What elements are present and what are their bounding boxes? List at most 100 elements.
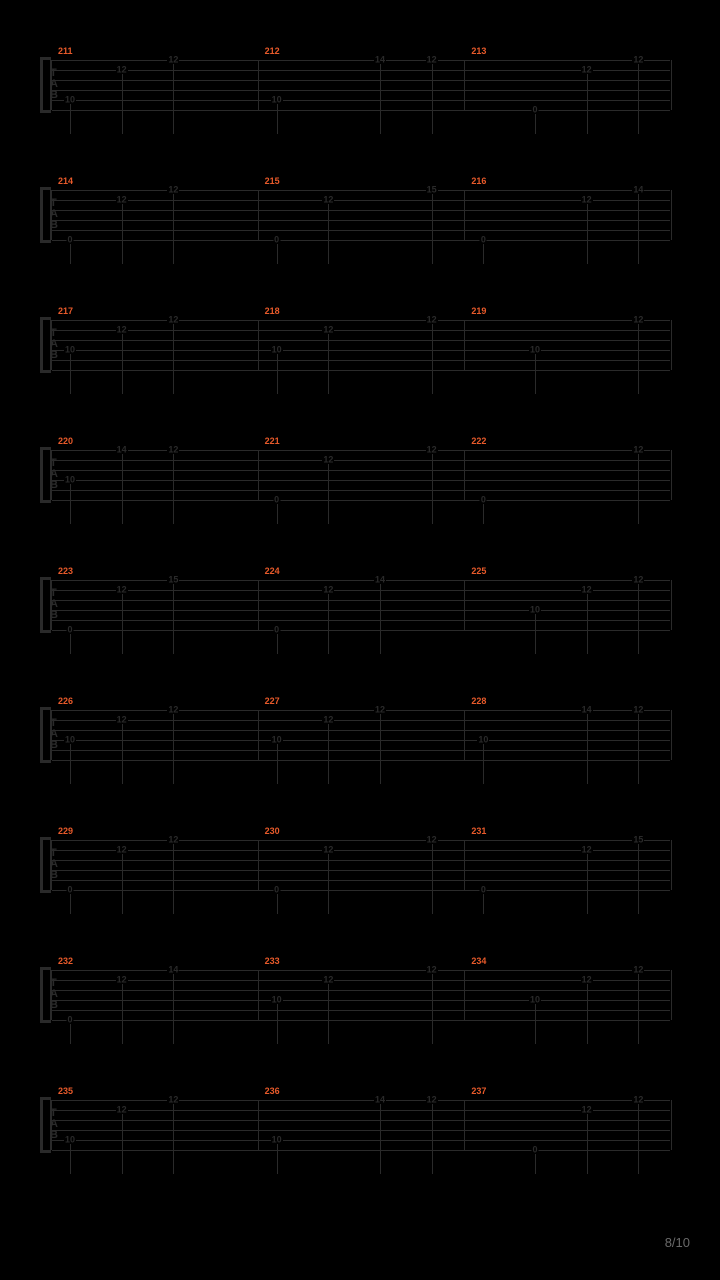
- note-stem: [277, 744, 278, 784]
- note-stem: [173, 714, 174, 784]
- note-stem: [122, 854, 123, 914]
- tab-staff: TAB214012122150121521601214: [50, 190, 670, 240]
- note-stem: [173, 194, 174, 264]
- note-stem: [277, 894, 278, 914]
- note-stem: [122, 204, 123, 264]
- measure-number: 215: [265, 176, 280, 186]
- note-stem: [328, 984, 329, 1044]
- measure-number: 233: [265, 956, 280, 966]
- note-stem: [277, 1144, 278, 1174]
- measure-number: 226: [58, 696, 73, 706]
- note-stem: [432, 1104, 433, 1174]
- note-stem: [70, 104, 71, 134]
- note-stem: [587, 204, 588, 264]
- measure-number: 228: [471, 696, 486, 706]
- note-stem: [122, 1114, 123, 1174]
- tab-clef-label: TAB: [50, 978, 58, 1011]
- measure-number: 216: [471, 176, 486, 186]
- note-stem: [122, 454, 123, 524]
- staff-lines: TAB22010141222101212222012: [50, 450, 670, 500]
- page-number: 8/10: [665, 1235, 690, 1250]
- note-stem: [587, 714, 588, 784]
- staff-lines: TAB229012122300121223101215: [50, 840, 670, 890]
- note-stem: [70, 634, 71, 654]
- tab-clef-label: TAB: [50, 458, 58, 491]
- tab-clef-label: TAB: [50, 68, 58, 101]
- note-stem: [432, 844, 433, 914]
- note-stem: [173, 974, 174, 1044]
- note-stem: [173, 1104, 174, 1174]
- staff-lines: TAB21110121221210141221301212: [50, 60, 670, 110]
- tab-staff: TAB2171012122181012122191012: [50, 320, 670, 370]
- note-stem: [432, 194, 433, 264]
- tab-clef-label: TAB: [50, 718, 58, 751]
- measure-number: 229: [58, 826, 73, 836]
- measure-number: 214: [58, 176, 73, 186]
- tab-staff: TAB229012122300121223101215: [50, 840, 670, 890]
- note-stem: [328, 204, 329, 264]
- measure-number: 234: [471, 956, 486, 966]
- note-stem: [638, 194, 639, 264]
- staff-lines: TAB214012122150121521601214: [50, 190, 670, 240]
- note-stem: [122, 594, 123, 654]
- measure-number: 211: [58, 46, 73, 56]
- note-stem: [70, 1024, 71, 1044]
- tab-clef-label: TAB: [50, 328, 58, 361]
- tab-clef-label: TAB: [50, 198, 58, 231]
- measure-number: 220: [58, 436, 73, 446]
- measure-number: 231: [471, 826, 486, 836]
- note-stem: [70, 484, 71, 524]
- note-stem: [173, 324, 174, 394]
- note-stem: [328, 334, 329, 394]
- tab-clef-label: TAB: [50, 1108, 58, 1141]
- note-stem: [432, 454, 433, 524]
- note-stem: [638, 324, 639, 394]
- note-stem: [122, 74, 123, 134]
- note-stem: [277, 1004, 278, 1044]
- measure-number: 223: [58, 566, 73, 576]
- note-stem: [277, 634, 278, 654]
- note-stem: [483, 244, 484, 264]
- note-stem: [173, 64, 174, 134]
- note-stem: [587, 1114, 588, 1174]
- note-stem: [535, 1004, 536, 1044]
- note-stem: [535, 354, 536, 394]
- tab-staff: TAB23201214233101212234101212: [50, 970, 670, 1020]
- note-stem: [587, 854, 588, 914]
- note-stem: [638, 974, 639, 1044]
- note-stem: [638, 844, 639, 914]
- note-stem: [277, 354, 278, 394]
- tab-staff: TAB22010141222101212222012: [50, 450, 670, 500]
- note-stem: [535, 1154, 536, 1174]
- tab-staff: TAB21110121221210141221301212: [50, 60, 670, 110]
- note-stem: [70, 354, 71, 394]
- note-stem: [277, 244, 278, 264]
- measure-number: 224: [265, 566, 280, 576]
- note-stem: [432, 64, 433, 134]
- note-stem: [277, 504, 278, 524]
- note-stem: [380, 1104, 381, 1174]
- note-stem: [638, 714, 639, 784]
- note-stem: [328, 854, 329, 914]
- measure-number: 218: [265, 306, 280, 316]
- note-stem: [587, 984, 588, 1044]
- note-stem: [380, 714, 381, 784]
- measure-number: 232: [58, 956, 73, 966]
- note-stem: [122, 724, 123, 784]
- measure-number: 212: [265, 46, 280, 56]
- note-stem: [70, 244, 71, 264]
- measure-number: 235: [58, 1086, 73, 1096]
- note-stem: [173, 584, 174, 654]
- tab-staff: TAB23510121223610141223701212: [50, 1100, 670, 1150]
- note-stem: [328, 464, 329, 524]
- staff-lines: TAB2171012122181012122191012: [50, 320, 670, 370]
- note-stem: [535, 114, 536, 134]
- tab-staff: TAB226101212227101212228101412: [50, 710, 670, 760]
- note-stem: [432, 324, 433, 394]
- tab-staff: TAB2230121522401214225101212: [50, 580, 670, 630]
- measure-number: 236: [265, 1086, 280, 1096]
- note-stem: [432, 974, 433, 1044]
- tab-clef-label: TAB: [50, 848, 58, 881]
- staff-lines: TAB23510121223610141223701212: [50, 1100, 670, 1150]
- tab-clef-label: TAB: [50, 588, 58, 621]
